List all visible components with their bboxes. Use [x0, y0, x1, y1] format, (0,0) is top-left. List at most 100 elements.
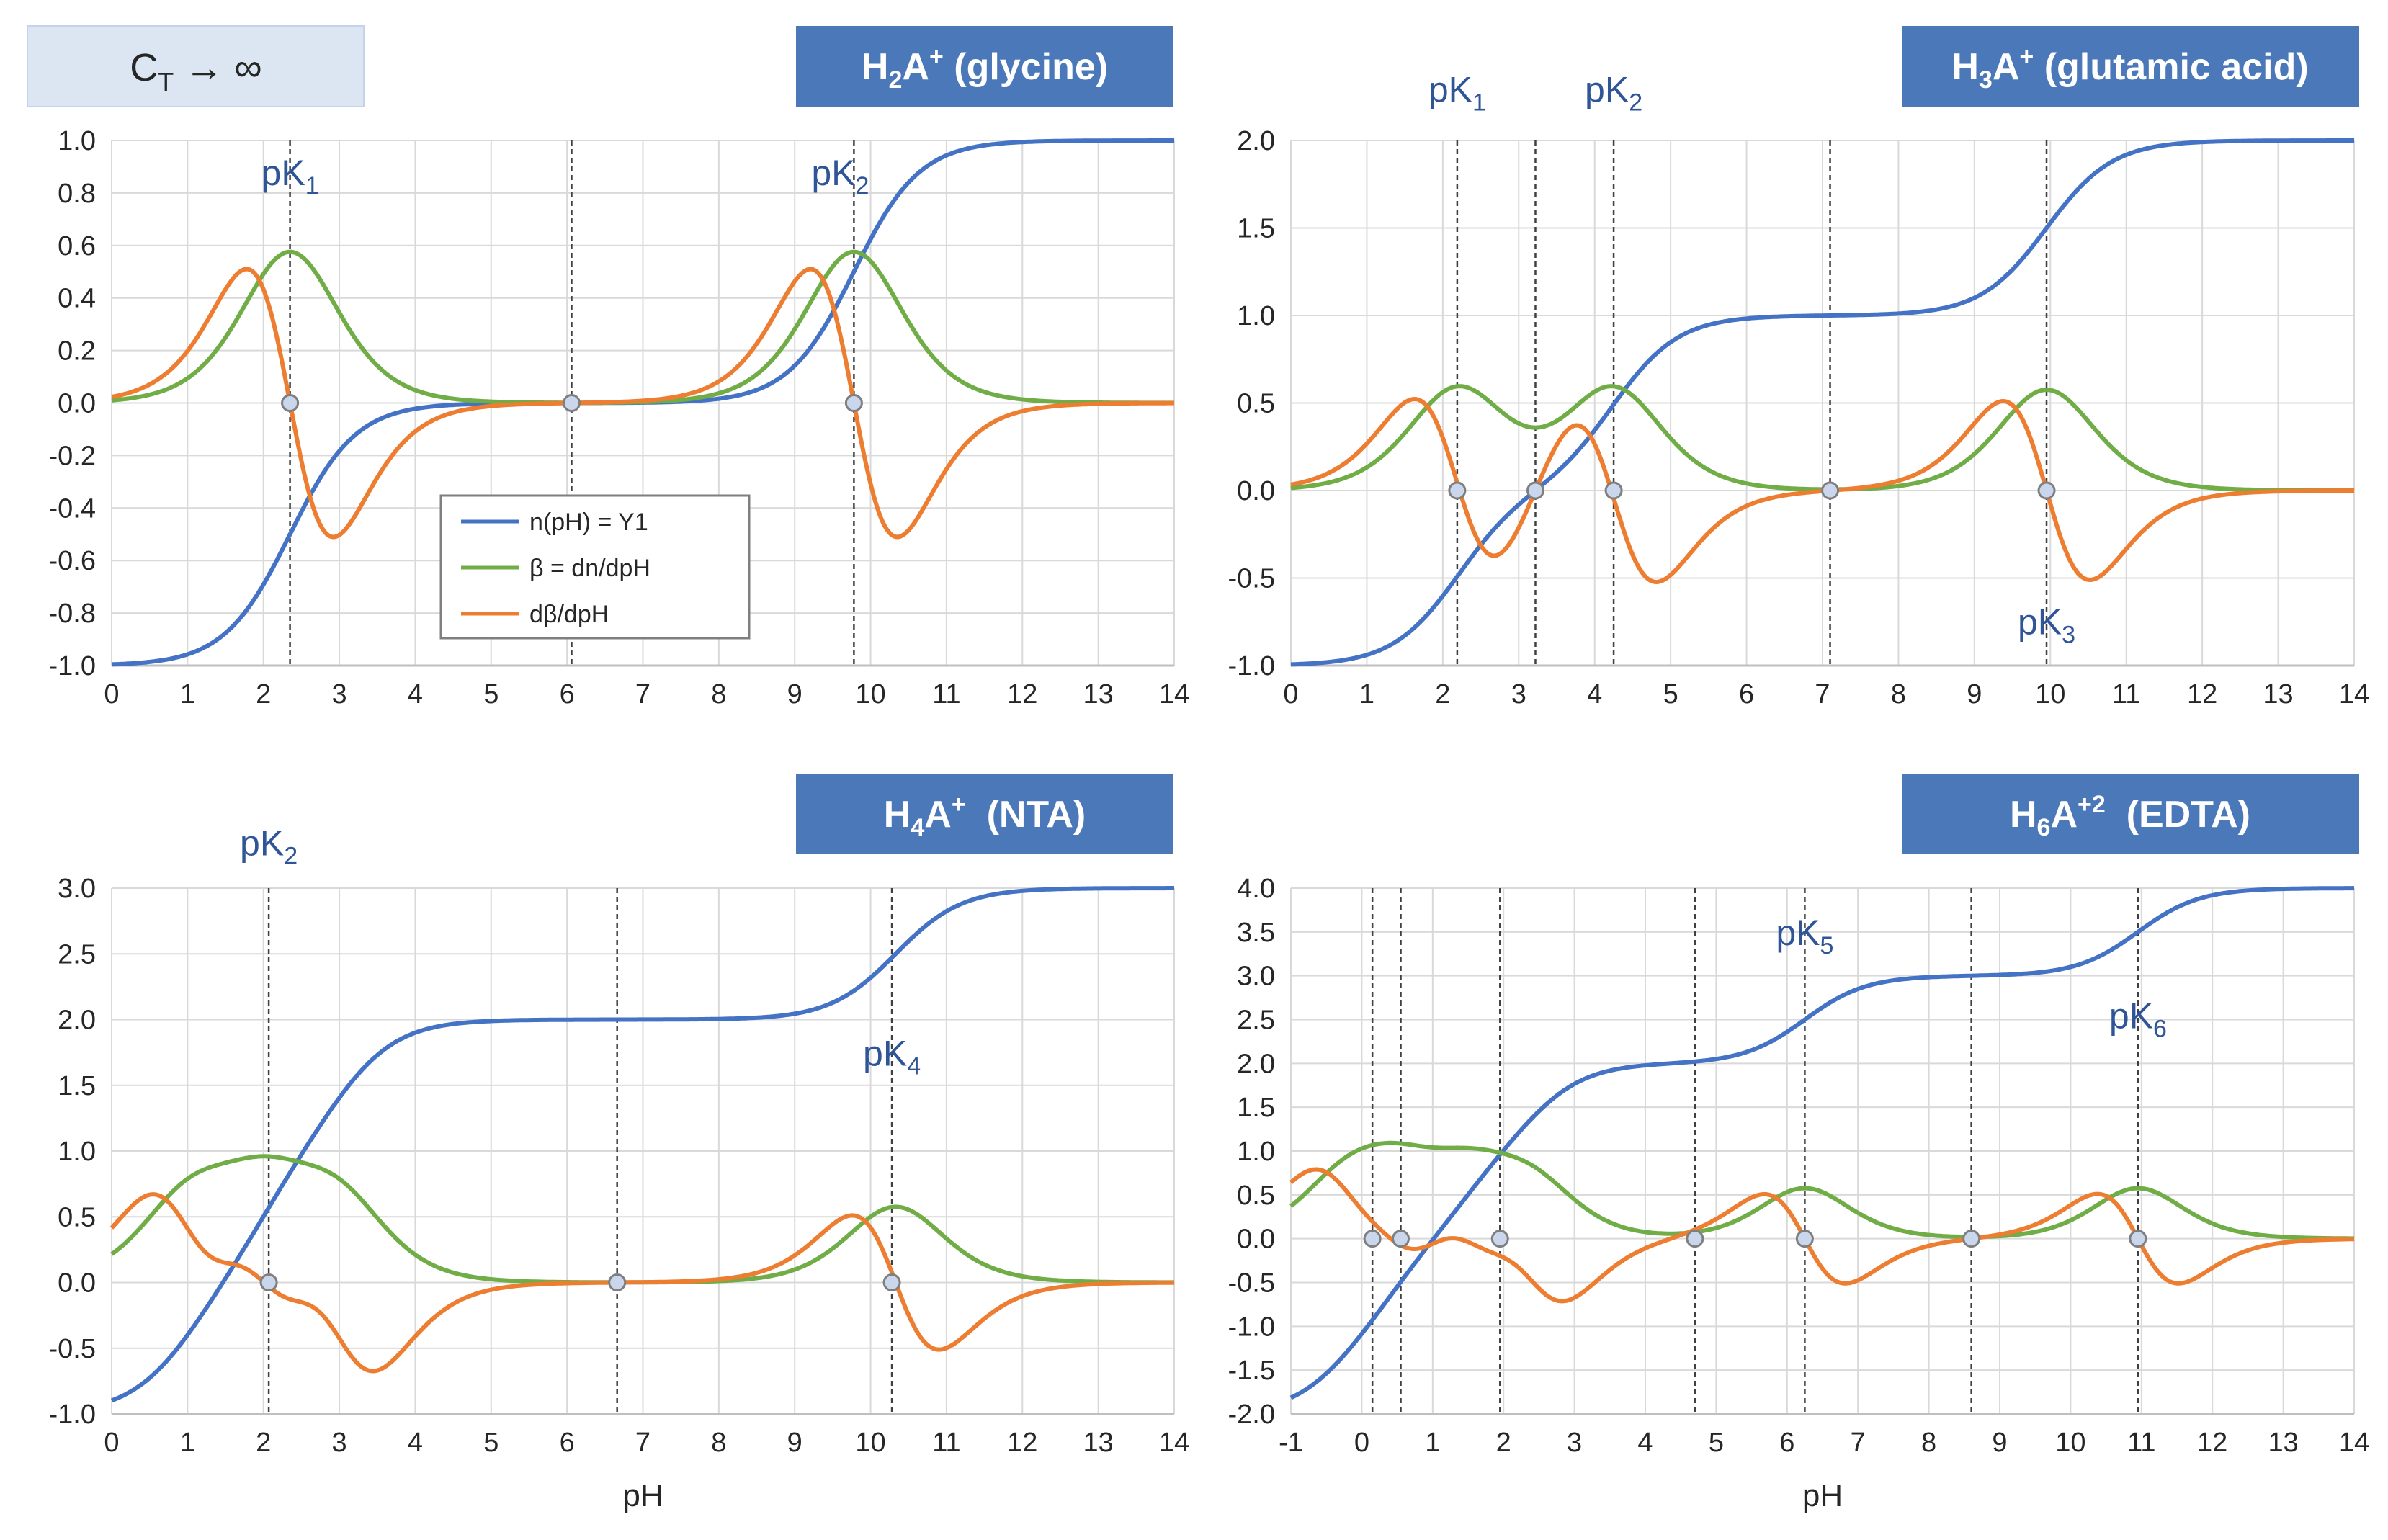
x-tick-label: 12 — [2197, 1428, 2227, 1458]
chart-panel-edta: H6A+2 (EDTA) -1 0 1 2 3 4 5 6 7 8 9 10 11 12 13 14-2.0-… — [1228, 774, 2369, 1513]
x-tick-label: 5 — [483, 1428, 498, 1458]
legend-label: n(pH) = Y1 — [529, 509, 648, 536]
pk-label: pK2 — [1585, 70, 1642, 117]
y-tick-label: -0.2 — [49, 441, 96, 471]
y-tick-label: 1.5 — [1237, 1093, 1275, 1123]
x-tick-label: 9 — [1967, 679, 1982, 709]
chart-title-box — [1902, 774, 2359, 854]
x-tick-label: 7 — [635, 679, 650, 709]
series-n-line — [110, 886, 1175, 1403]
y-tick-label: -0.5 — [49, 1334, 96, 1364]
y-tick-label: -1.0 — [1228, 1312, 1275, 1342]
title-sub: 4 — [911, 814, 924, 841]
x-tick-label: 5 — [1709, 1428, 1724, 1458]
x-axis-label: pH — [1802, 1478, 1843, 1513]
legend-label: β = dn/dpH — [529, 555, 650, 582]
title-sup: + — [952, 791, 966, 818]
x-tick-label: 12 — [1007, 1428, 1037, 1458]
chart-title-glycine: H2A+ (glycine) — [796, 26, 1173, 107]
series-dbeta-line — [1289, 1167, 2355, 1304]
title-base: H — [1951, 46, 1979, 88]
y-tick-label: 0.2 — [58, 336, 96, 367]
x-tick-label: 1 — [180, 679, 195, 709]
ct-infinity-box: CT → ∞ — [27, 25, 365, 107]
inflection-marker — [844, 394, 863, 412]
x-tick-label: 6 — [560, 679, 575, 709]
y-tick-label: -0.8 — [49, 599, 96, 629]
legend: n(pH) = Y1 β = dn/dpH dβ/dpH — [439, 494, 751, 640]
x-tick-label: -1 — [1279, 1428, 1303, 1458]
x-tick-label: 13 — [1083, 1428, 1114, 1458]
pk-label: pK2 — [811, 153, 869, 200]
y-tick-label: 0.0 — [58, 389, 96, 419]
x-tick-label: 7 — [635, 1428, 650, 1458]
x-tick-label: 12 — [2187, 679, 2217, 709]
x-tick-label: 0 — [104, 1428, 119, 1458]
y-tick-label: -0.4 — [49, 493, 96, 524]
inflection-marker — [1821, 481, 1840, 500]
title-base: H — [862, 46, 889, 88]
x-tick-label: 0 — [1354, 1428, 1369, 1458]
x-axis-label: pH — [622, 1478, 663, 1513]
pk-label: pK5 — [1776, 913, 1833, 959]
x-tick-label: 9 — [787, 679, 802, 709]
x-tick-label: 4 — [408, 679, 423, 709]
title-sub: 6 — [2037, 814, 2051, 841]
x-tick-label: 10 — [2055, 1428, 2085, 1458]
y-tick-label: 4.0 — [1237, 874, 1275, 904]
chart-title-box — [1902, 26, 2359, 107]
pk-label: pK4 — [863, 1033, 921, 1080]
y-tick-label: -0.5 — [1228, 1268, 1275, 1299]
y-tick-label: 0.0 — [1237, 476, 1275, 506]
x-tick-label: 0 — [104, 679, 119, 709]
title-mid: A — [2050, 794, 2078, 836]
plot-area: 0 1 2 3 4 5 6 7 8 9 10 11 12 13 14-1.0-0.50.00.51.01.5… — [1228, 70, 2370, 709]
pk-label: pK6 — [2109, 996, 2167, 1043]
svg-text:CT → ∞: CT → ∞ — [130, 46, 262, 97]
ct-infinity: ∞ — [234, 46, 262, 89]
x-tick-label: 14 — [1159, 1428, 1189, 1458]
title-mid: A — [1993, 46, 2020, 88]
y-tick-label: -2.0 — [1228, 1400, 1275, 1430]
inflection-marker — [259, 1273, 278, 1291]
y-tick-label: 1.0 — [58, 126, 96, 156]
x-tick-label: 1 — [180, 1428, 195, 1458]
plot-area: 0 1 2 3 4 5 6 7 8 9 10 11 12 13 14-1.0-0.8-0.6-0.4-0.2… — [49, 126, 1190, 709]
y-tick-label: 2.0 — [58, 1006, 96, 1036]
inflection-marker — [2037, 481, 2056, 500]
title-sub: 2 — [888, 66, 902, 94]
x-tick-label: 10 — [2035, 679, 2065, 709]
series-dbeta-line — [109, 1192, 1175, 1374]
legend-item-beta: β = dn/dpH — [461, 555, 650, 582]
x-tick-label: 3 — [1511, 679, 1526, 709]
x-tick-label: 2 — [256, 679, 271, 709]
pk-label: pK1 — [1428, 70, 1486, 117]
inflection-marker — [1962, 1230, 1981, 1248]
title-suffix: (EDTA) — [2106, 794, 2250, 836]
series-beta-line — [1289, 1140, 2355, 1241]
pk-label: pK2 — [240, 823, 298, 869]
title-suffix: (glycine) — [944, 46, 1108, 88]
y-tick-label: 0.4 — [58, 284, 96, 314]
x-tick-label: 6 — [1779, 1428, 1794, 1458]
pk-label: pK3 — [2018, 601, 2075, 648]
x-tick-label: 10 — [855, 1428, 885, 1458]
title-sup: +2 — [2078, 791, 2106, 818]
x-tick-label: 1 — [1359, 679, 1374, 709]
y-tick-label: 0.0 — [58, 1268, 96, 1299]
title-base: H — [884, 794, 911, 836]
x-tick-label: 8 — [1891, 679, 1906, 709]
series-n-line — [1289, 886, 2355, 1400]
inflection-marker — [562, 394, 581, 412]
x-tick-label: 3 — [1567, 1428, 1582, 1458]
x-tick-label: 4 — [1637, 1428, 1653, 1458]
y-tick-label: -1.5 — [1228, 1356, 1275, 1386]
y-tick-label: -1.0 — [1228, 651, 1275, 681]
x-tick-label: 12 — [1007, 679, 1037, 709]
y-tick-label: 0.5 — [1237, 1181, 1275, 1211]
x-tick-label: 11 — [2127, 1428, 2155, 1458]
y-tick-label: 2.0 — [1237, 1049, 1275, 1079]
x-tick-label: 0 — [1283, 679, 1298, 709]
title-mid: A — [924, 794, 952, 836]
